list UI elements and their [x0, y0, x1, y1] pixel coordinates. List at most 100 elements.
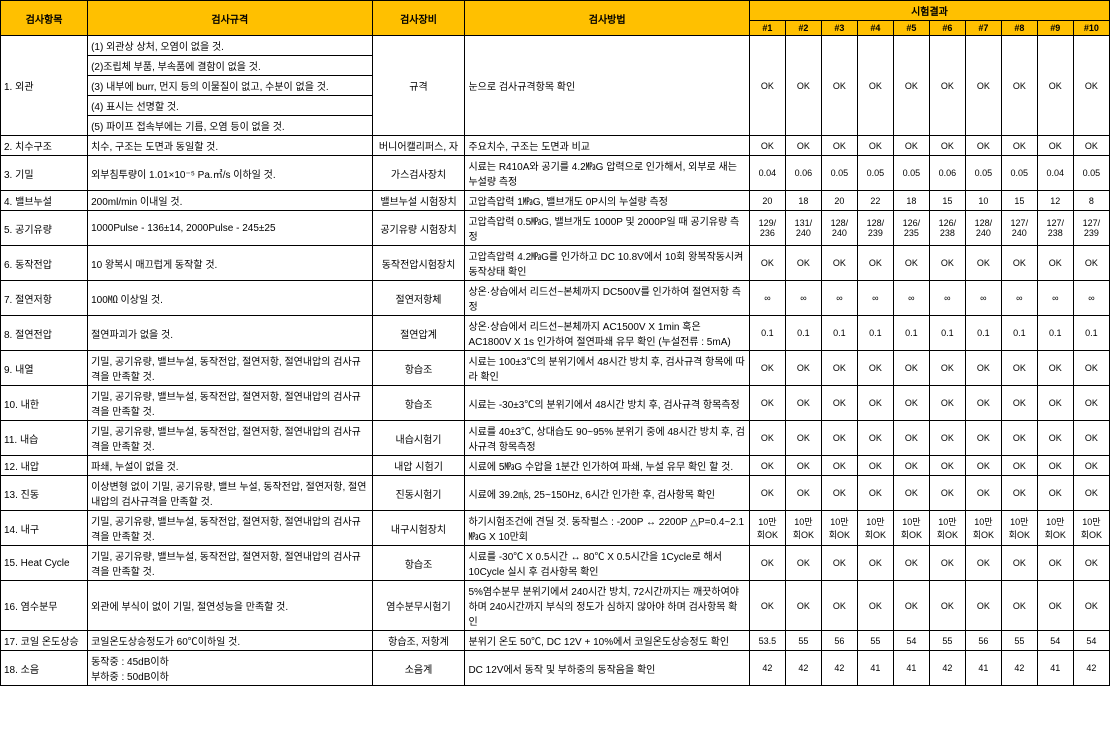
result-cell: OK	[1073, 456, 1109, 476]
result-cell: 8	[1073, 191, 1109, 211]
method-cell: 눈으로 검사규격항목 확인	[465, 36, 749, 136]
spec-cell: 기밀, 공기유량, 밸브누설, 동작전압, 절연저항, 절연내압의 검사규격을 …	[88, 546, 372, 581]
result-cell: OK	[821, 546, 857, 581]
table-row: 14. 내구기밀, 공기유량, 밸브누설, 동작전압, 절연저항, 절연내압의 …	[1, 511, 1110, 546]
result-cell: 0.1	[1001, 316, 1037, 351]
result-cell: 55	[929, 631, 965, 651]
result-cell: OK	[1073, 546, 1109, 581]
result-cell: 22	[857, 191, 893, 211]
result-cell: OK	[965, 136, 1001, 156]
result-cell: 128/ 240	[821, 211, 857, 246]
result-cell: OK	[1073, 386, 1109, 421]
table-row: 4. 밸브누설200ml/min 이내일 것.밸브누설 시험장치고압측압력 1㎫…	[1, 191, 1110, 211]
spec-cell: 기밀, 공기유량, 밸브누설, 동작전압, 절연저항, 절연내압의 검사규격을 …	[88, 421, 372, 456]
result-cell: 127/ 239	[1073, 211, 1109, 246]
table-row: 16. 염수분무외관에 부식이 없이 기밀, 절연성능을 만족할 것.염수분무시…	[1, 581, 1110, 631]
spec-cell: (2)조립체 부품, 부속품에 결함이 없을 것.	[88, 56, 372, 76]
item-cell: 10. 내한	[1, 386, 88, 421]
spec-cell: 파쇄, 누설이 없을 것.	[88, 456, 372, 476]
table-row: 11. 내습기밀, 공기유량, 밸브누설, 동작전압, 절연저항, 절연내압의 …	[1, 421, 1110, 456]
result-cell: ∞	[749, 281, 785, 316]
spec-cell: (4) 표시는 선명할 것.	[88, 96, 372, 116]
result-cell: 41	[857, 651, 893, 686]
result-cell: OK	[821, 246, 857, 281]
result-cell: OK	[929, 246, 965, 281]
result-cell: OK	[893, 136, 929, 156]
result-cell: OK	[749, 421, 785, 456]
result-cell: 127/ 240	[1001, 211, 1037, 246]
result-cell: 42	[785, 651, 821, 686]
result-cell: OK	[1073, 36, 1109, 136]
result-cell: OK	[785, 136, 821, 156]
result-cell: OK	[965, 246, 1001, 281]
result-cell: OK	[785, 246, 821, 281]
item-cell: 4. 밸브누설	[1, 191, 88, 211]
hdr-sample: #5	[893, 21, 929, 36]
method-cell: 시료에 5㎫G 수압을 1분간 인가하여 파쇄, 누설 유무 확인 할 것.	[465, 456, 749, 476]
result-cell: ∞	[857, 281, 893, 316]
spec-cell: 외관에 부식이 없이 기밀, 절연성능을 만족할 것.	[88, 581, 372, 631]
result-cell: OK	[749, 246, 785, 281]
table-row: 7. 절연저항100㏁ 이상일 것.절연저항체상온·상습에서 리드선~본체까지 …	[1, 281, 1110, 316]
result-cell: OK	[893, 246, 929, 281]
method-cell: 주요치수, 구조는 도면과 비교	[465, 136, 749, 156]
result-cell: 42	[821, 651, 857, 686]
result-cell: OK	[1037, 36, 1073, 136]
method-cell: 시료는 R410A와 공기를 4.2㎫G 압력으로 인가해서, 외부로 새는 누…	[465, 156, 749, 191]
result-cell: OK	[1037, 581, 1073, 631]
method-cell: 시료는 -30±3℃의 분위기에서 48시간 방치 후, 검사규격 항목측정	[465, 386, 749, 421]
item-cell: 15. Heat Cycle	[1, 546, 88, 581]
item-cell: 2. 치수구조	[1, 136, 88, 156]
hdr-sample: #1	[749, 21, 785, 36]
result-cell: OK	[1073, 136, 1109, 156]
equip-cell: 항습조	[372, 386, 465, 421]
result-cell: 0.1	[929, 316, 965, 351]
method-cell: 하기시험조건에 견딜 것. 동작펄스 : -200P ↔ 2200P △P=0.…	[465, 511, 749, 546]
result-cell: OK	[1001, 546, 1037, 581]
item-cell: 9. 내열	[1, 351, 88, 386]
result-cell: 128/ 240	[965, 211, 1001, 246]
result-cell: OK	[821, 476, 857, 511]
table-row: 8. 절연전압절연파괴가 없을 것.절연압계상온·상습에서 리드선~본체까지 A…	[1, 316, 1110, 351]
result-cell: OK	[785, 351, 821, 386]
result-cell: 0.1	[965, 316, 1001, 351]
table-row: 12. 내압파쇄, 누설이 없을 것.내압 시험기시료에 5㎫G 수압을 1분간…	[1, 456, 1110, 476]
result-cell: 42	[929, 651, 965, 686]
result-cell: 0.05	[893, 156, 929, 191]
spec-cell: 200ml/min 이내일 것.	[88, 191, 372, 211]
result-cell: OK	[749, 546, 785, 581]
result-cell: 126/ 235	[893, 211, 929, 246]
hdr-method: 검사방법	[465, 1, 749, 36]
result-cell: OK	[893, 476, 929, 511]
result-cell: OK	[965, 36, 1001, 136]
equip-cell: 내압 시험기	[372, 456, 465, 476]
method-cell: 시료를 40±3℃, 상대습도 90~95% 분위기 중에 48시간 방치 후,…	[465, 421, 749, 456]
method-cell: 5%염수분무 분위기에서 240시간 방치, 72시간까지는 깨끗하여야 하며 …	[465, 581, 749, 631]
result-cell: OK	[749, 581, 785, 631]
equip-cell: 염수분무시험기	[372, 581, 465, 631]
result-cell: OK	[821, 36, 857, 136]
result-cell: OK	[785, 581, 821, 631]
result-cell: OK	[893, 36, 929, 136]
item-cell: 14. 내구	[1, 511, 88, 546]
result-cell: 0.1	[749, 316, 785, 351]
result-cell: OK	[1073, 246, 1109, 281]
equip-cell: 항습조, 저항계	[372, 631, 465, 651]
result-cell: OK	[857, 351, 893, 386]
spec-cell: 100㏁ 이상일 것.	[88, 281, 372, 316]
spec-cell: 기밀, 공기유량, 밸브누설, 동작전압, 절연저항, 절연내압의 검사규격을 …	[88, 386, 372, 421]
result-cell: 0.1	[1037, 316, 1073, 351]
result-cell: OK	[749, 351, 785, 386]
result-cell: ∞	[1001, 281, 1037, 316]
result-cell: ∞	[893, 281, 929, 316]
result-cell: OK	[929, 36, 965, 136]
result-cell: 10만 회OK	[929, 511, 965, 546]
table-row: 9. 내열기밀, 공기유량, 밸브누설, 동작전압, 절연저항, 절연내압의 검…	[1, 351, 1110, 386]
method-cell: 시료를 -30℃ X 0.5시간 ↔ 80℃ X 0.5시간을 1Cycle로 …	[465, 546, 749, 581]
result-cell: 10만 회OK	[857, 511, 893, 546]
spec-cell: 동작중 : 45dB이하 부하중 : 50dB이하	[88, 651, 372, 686]
method-cell: DC 12V에서 동작 및 부하중의 동작음을 확인	[465, 651, 749, 686]
result-cell: OK	[1037, 546, 1073, 581]
result-cell: OK	[893, 351, 929, 386]
result-cell: OK	[929, 386, 965, 421]
